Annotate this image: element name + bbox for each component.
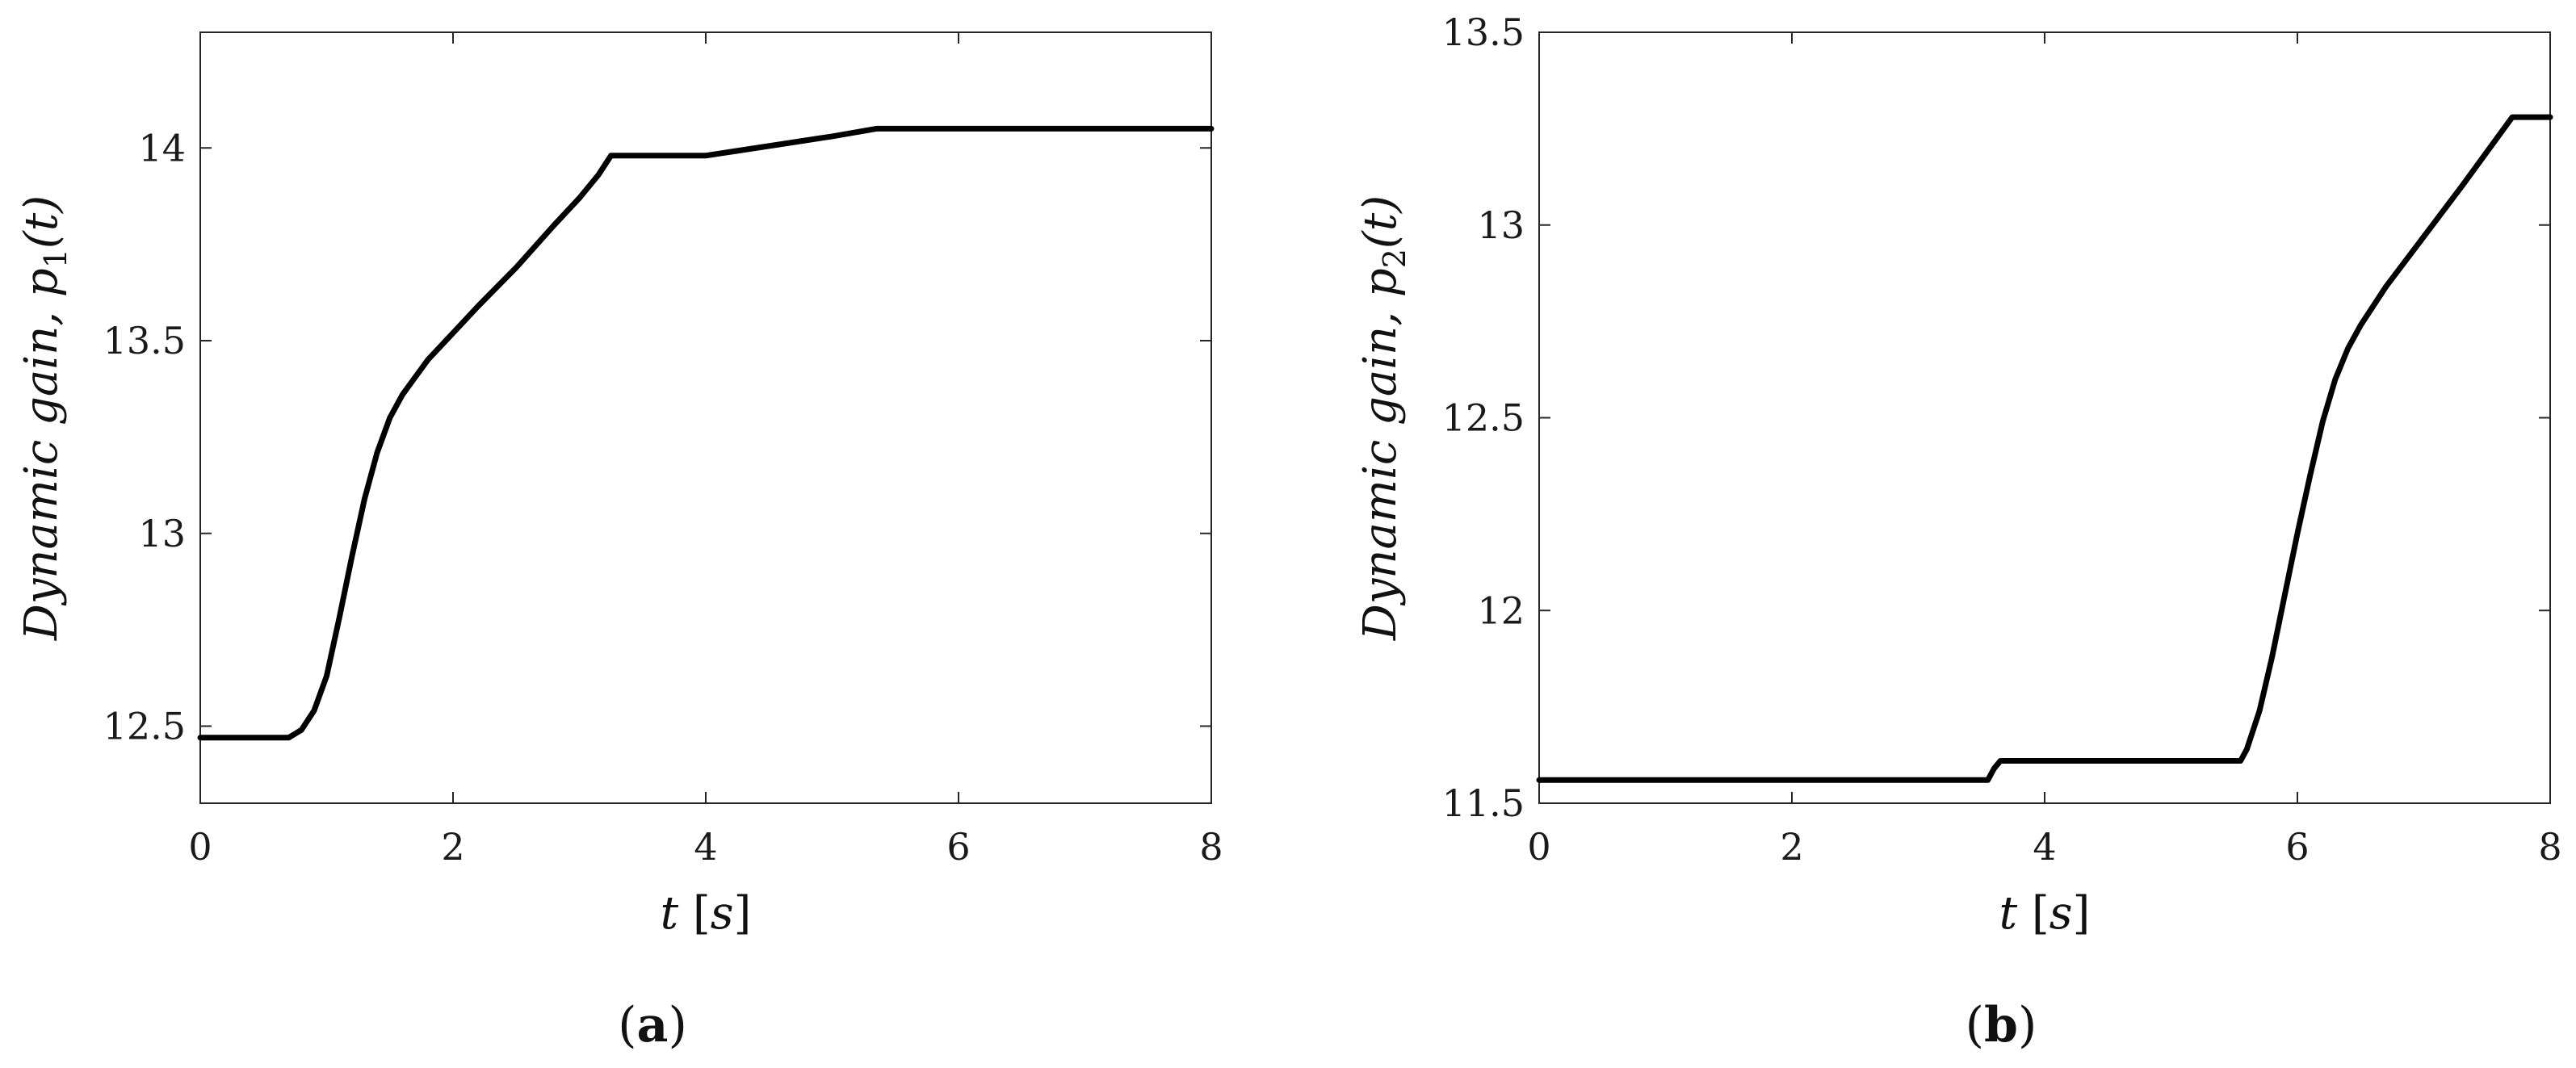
series-line-1 (197, 125, 1215, 741)
y-tick-label: 11.5 (1442, 781, 1525, 825)
x-tick-label: 8 (2538, 825, 2561, 869)
chart-panel-a: 0 2 4 6 8 12.5 13 13.5 14 t [s] Dynamic gain, p1(t… (15, 31, 1223, 1053)
y-tick-label: 12.5 (1442, 396, 1525, 440)
x-tick-label: 4 (2033, 825, 2056, 869)
y-axis-label: Dynamic gain, p2(t) (1354, 195, 1412, 641)
x-tick-label: 4 (694, 825, 717, 869)
y-tick-label: 13 (138, 512, 186, 555)
y-tick-label: 12.5 (103, 705, 186, 748)
x-tick-label: 6 (946, 825, 970, 869)
y-tick-label: 13.5 (103, 319, 186, 362)
y-tick-label: 14 (138, 126, 186, 170)
panel-caption: (a) (618, 997, 687, 1053)
x-tick-label: 0 (188, 825, 212, 869)
plot-area-frame (1538, 31, 2551, 804)
x-tick-label: 6 (2285, 825, 2309, 869)
series-line-1 (1536, 114, 2553, 783)
panel-caption: (b) (1966, 997, 2037, 1053)
y-tick-label: 13 (1477, 203, 1525, 247)
x-tick-label: 0 (1527, 825, 1550, 869)
x-tick-label: 8 (1199, 825, 1223, 869)
x-tick-label: 2 (441, 825, 464, 869)
x-axis-label: t [s] (661, 887, 752, 940)
x-axis-label: t [s] (1999, 887, 2091, 940)
plot-area-frame (199, 31, 1212, 804)
x-tick-label: 2 (1780, 825, 1803, 869)
chart-panel-b: 0 2 4 6 8 11.5 12 12.5 13 13.5 t [s] Dynamic gain, … (1354, 10, 2562, 1053)
y-tick-label: 13.5 (1442, 10, 1525, 54)
y-axis-label: Dynamic gain, p1(t) (15, 195, 73, 641)
y-tick-label: 12 (1477, 588, 1525, 632)
